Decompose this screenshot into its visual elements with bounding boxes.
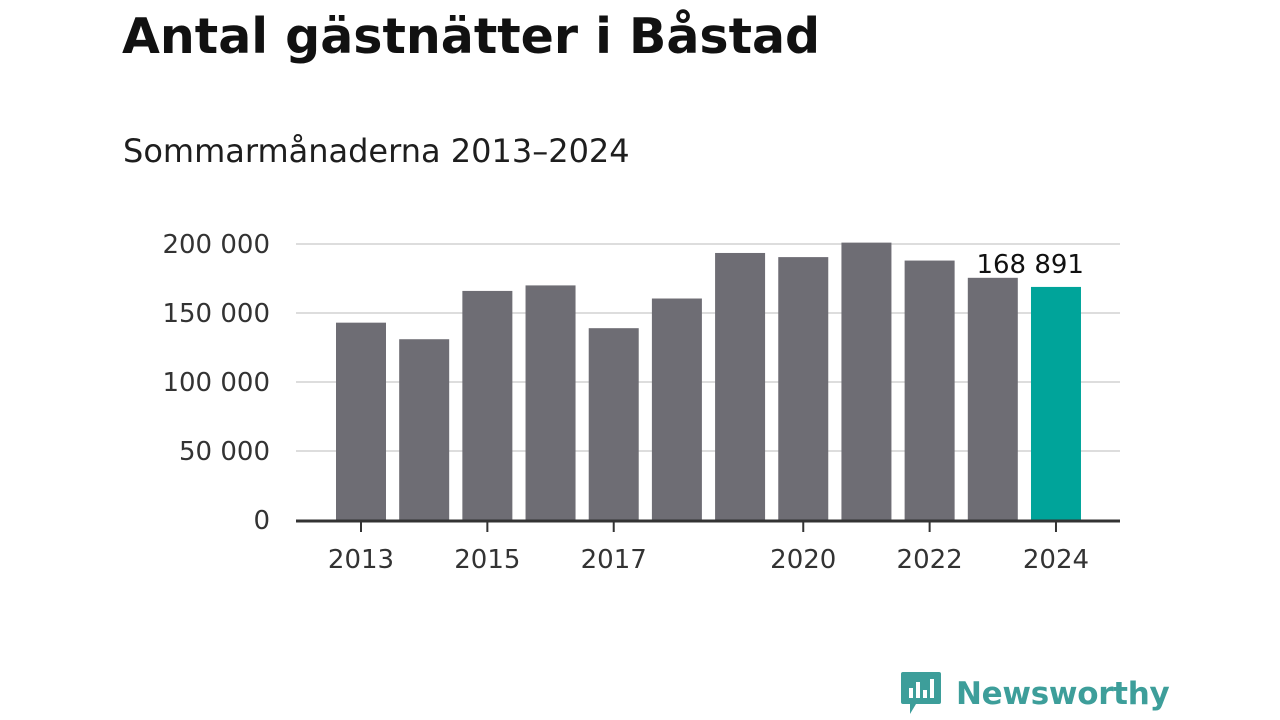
newsworthy-logo-icon xyxy=(901,672,941,714)
y-tick-label-2: 100 000 xyxy=(162,368,270,398)
bar-2023 xyxy=(967,277,1018,520)
bar-2015 xyxy=(462,290,513,520)
bars xyxy=(336,242,1081,520)
y-tick-label-4: 200 000 xyxy=(162,230,270,260)
x-tick-label-2020: 2020 xyxy=(770,545,836,575)
bar-2020 xyxy=(778,257,829,520)
x-tick-label-2013: 2013 xyxy=(328,545,394,575)
x-tick-label-2024: 2024 xyxy=(1023,545,1089,575)
data-label-2024: 168 891 xyxy=(976,250,1084,280)
chart-title: Antal gästnätter i Båstad xyxy=(122,8,821,65)
bar-2019 xyxy=(715,252,766,520)
newsworthy-logo: Newsworthy xyxy=(900,668,1170,720)
y-tick-label-3: 150 000 xyxy=(162,299,270,329)
bar-2021 xyxy=(841,242,892,520)
bar-2024 xyxy=(1030,286,1081,520)
bar-2018 xyxy=(651,298,702,520)
bar-2014 xyxy=(399,339,450,520)
chart-subtitle: Sommarmånaderna 2013–2024 xyxy=(123,132,630,170)
x-tick-label-2017: 2017 xyxy=(581,545,647,575)
y-axis-ticks: 0 50 000 100 000 150 000 200 000 xyxy=(162,230,270,536)
x-axis: 2013 2015 2017 2020 2022 2024 xyxy=(296,519,1120,575)
bar-2016 xyxy=(525,285,576,520)
y-tick-label-0: 0 xyxy=(253,506,270,536)
data-labels: 168 891 xyxy=(976,250,1084,280)
bar-2022 xyxy=(904,260,955,520)
x-tick-label-2022: 2022 xyxy=(897,545,963,575)
bar-2013 xyxy=(336,322,386,520)
y-tick-label-1: 50 000 xyxy=(179,437,270,467)
x-tick-label-2015: 2015 xyxy=(454,545,520,575)
logo-wordmark: Newsworthy xyxy=(956,676,1170,712)
bar-2017 xyxy=(588,328,639,520)
